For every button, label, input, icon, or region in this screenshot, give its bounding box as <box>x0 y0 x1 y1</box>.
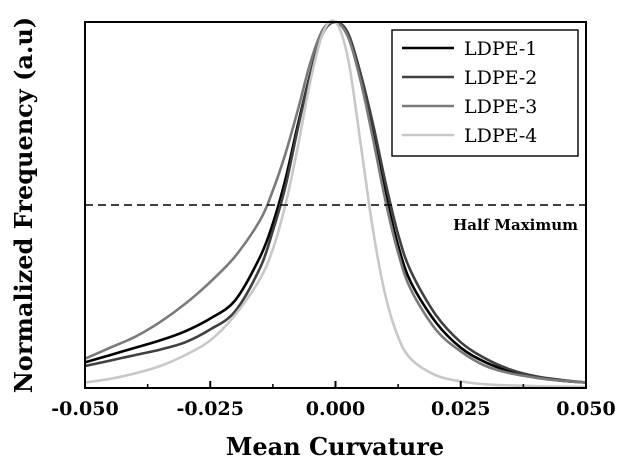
x-tick-label: 0.050 <box>556 398 616 420</box>
series-line-ldpe-4 <box>84 19 587 389</box>
legend-label: LDPE-4 <box>464 125 537 147</box>
half-maximum-label: Half Maximum <box>453 216 578 234</box>
x-tick-label: 0.000 <box>306 398 366 420</box>
x-tick-label: -0.050 <box>51 398 118 420</box>
x-axis-title: Mean Curvature <box>226 432 444 460</box>
y-axis-title: Normalized Frequency (a.u) <box>9 17 38 393</box>
x-tick-label: -0.025 <box>177 398 244 420</box>
legend-label: LDPE-1 <box>464 38 537 60</box>
legend-label: LDPE-3 <box>464 96 537 118</box>
x-axis-ticks: -0.050 -0.025 0.000 0.025 0.050 <box>51 381 616 420</box>
x-tick-label: 0.025 <box>431 398 491 420</box>
legend: LDPE-1 LDPE-2 LDPE-3 LDPE-4 <box>391 29 579 157</box>
legend-label: LDPE-2 <box>464 67 537 89</box>
